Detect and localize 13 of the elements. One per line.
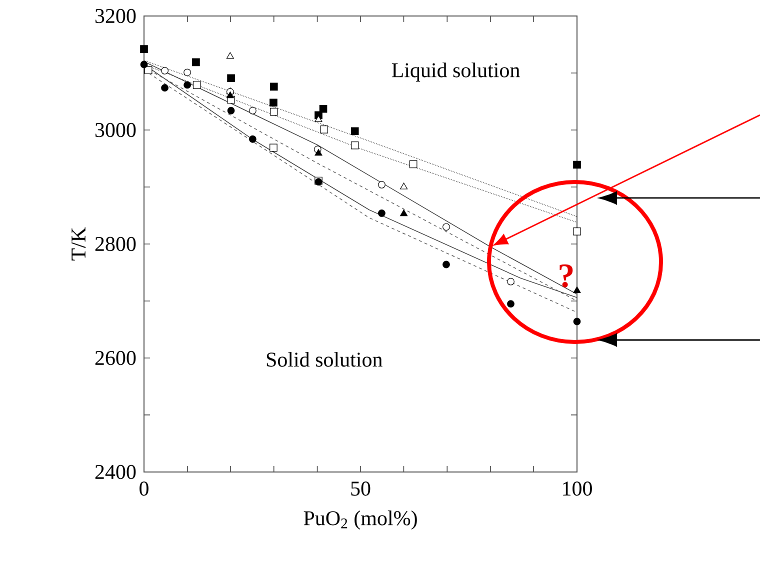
x-tick-label: 0 (140, 482, 148, 496)
x-tick-label: 100 (563, 482, 592, 496)
y-tick-label: 3000 (95, 122, 136, 138)
annotation: Solid solution (266, 352, 382, 367)
y-tick-label: 2400 (95, 464, 136, 480)
y-tick-label: 2600 (95, 350, 136, 366)
x-tick-label: 50 (351, 482, 370, 496)
annotation: Liquid solution (392, 62, 520, 82)
y-tick-label: 3200 (95, 8, 136, 24)
y-axis-title: T/K (72, 227, 86, 261)
annotation: ? (560, 264, 573, 288)
x-axis-title: PuO$_{2}$ (mol%) (304, 510, 417, 530)
y-tick-label: 2800 (95, 236, 136, 252)
